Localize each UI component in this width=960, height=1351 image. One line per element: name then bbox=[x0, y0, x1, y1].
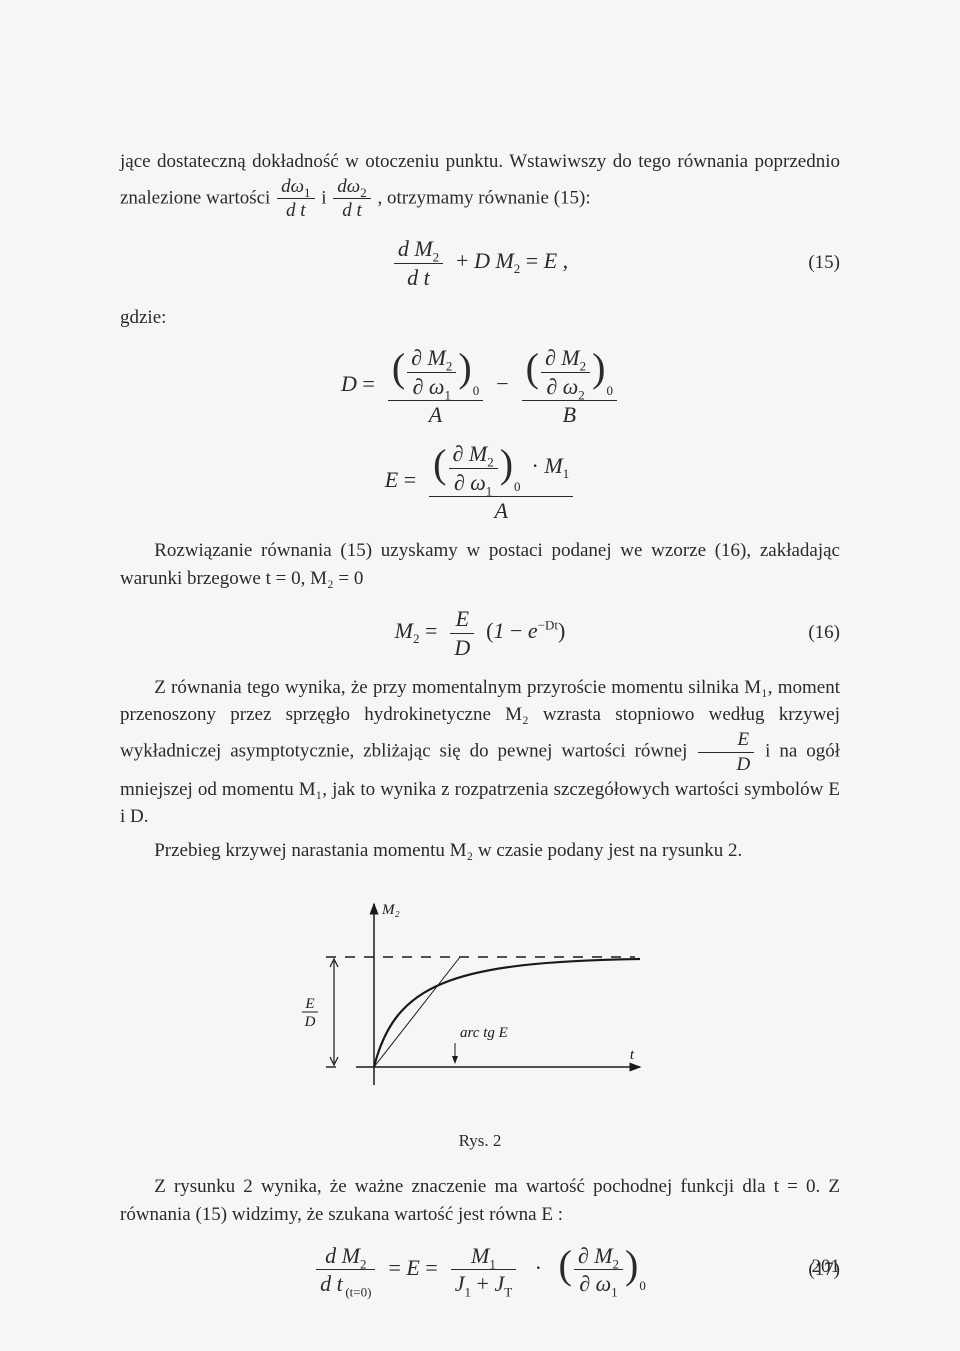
figure-2: EDarc tg E M₂ t Rys. 2 bbox=[120, 892, 840, 1153]
svg-text:E: E bbox=[304, 996, 314, 1012]
equation-17: d M2 d t (t=0) = E = M1 J1 + JT · ( ∂ M2… bbox=[120, 1243, 840, 1297]
paragraph-2: Rozwiązanie równania (15) uzyskamy w pos… bbox=[120, 537, 840, 592]
equation-D: D = ( ∂ M2 ∂ ω1 )0 A − bbox=[120, 345, 840, 427]
page: jące dostateczną dokładność w otoczeniu … bbox=[0, 0, 960, 1351]
svg-text:t: t bbox=[630, 1047, 635, 1063]
p1-text-b: i bbox=[321, 187, 331, 208]
paragraph-5: Z rysunku 2 wynika, że ważne znaczenie m… bbox=[120, 1173, 840, 1228]
equation-E: E = ( ∂ M2 ∂ ω1 )0 · M1 A bbox=[120, 441, 840, 523]
eq15-number: (15) bbox=[808, 249, 840, 277]
figure-2-svg: EDarc tg E M₂ t bbox=[290, 892, 670, 1112]
label-gdzie: gdzie: bbox=[120, 304, 840, 332]
equation-15: d M2 d t + D M2 = E , (15) bbox=[120, 236, 840, 290]
eq16-number: (16) bbox=[808, 619, 840, 647]
frac-dw1-dt: dω1 d t bbox=[277, 176, 314, 223]
frac-dw2-dt: dω2 d t bbox=[333, 176, 370, 223]
paragraph-4: Przebieg krzywej narastania momentu M₂ w… bbox=[120, 837, 840, 865]
p1-text-c: , otrzymamy równanie (15): bbox=[377, 187, 590, 208]
frac-E-D-inline: E D bbox=[698, 729, 754, 776]
svg-text:arc tg E: arc tg E bbox=[460, 1025, 508, 1041]
page-number: 201 bbox=[812, 1253, 841, 1281]
paragraph-3: Z równania tego wynika, że przy momental… bbox=[120, 674, 840, 831]
equation-16: M2 = E D (1 − e−Dt) (16) bbox=[120, 606, 840, 660]
svg-text:D: D bbox=[304, 1014, 316, 1030]
figure-2-caption: Rys. 2 bbox=[120, 1129, 840, 1154]
svg-text:M₂: M₂ bbox=[381, 902, 400, 918]
paragraph-1: jące dostateczną dokładność w otoczeniu … bbox=[120, 148, 840, 222]
